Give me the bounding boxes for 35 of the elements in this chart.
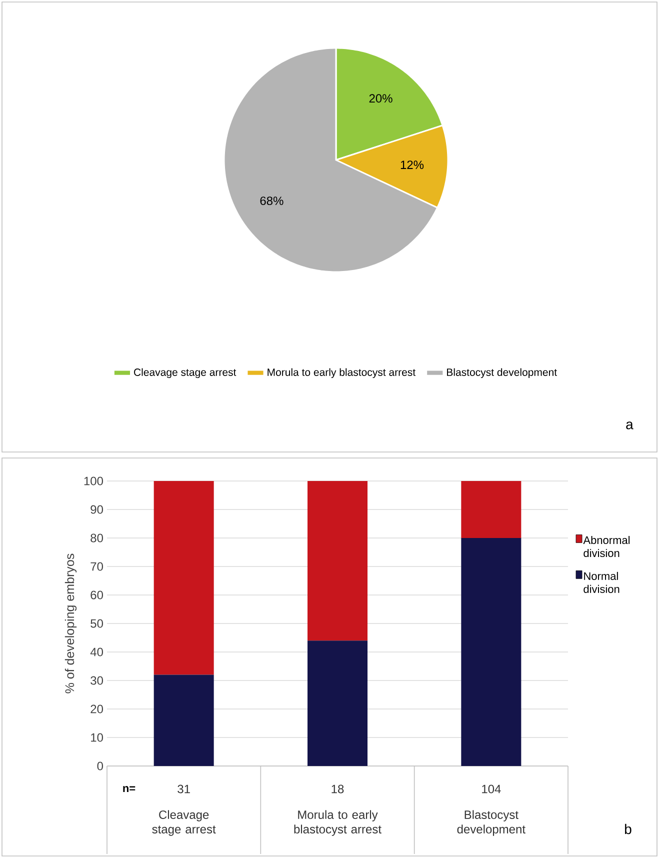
text: 104 xyxy=(482,784,501,794)
y-tick-label: 30 xyxy=(90,676,103,685)
legend-label: Cleavage stage arrest xyxy=(134,368,236,378)
y-tick-label: 100 xyxy=(84,476,103,486)
text: 18 xyxy=(332,784,344,794)
y-tick-label: 80 xyxy=(90,534,103,542)
text: 31 xyxy=(178,784,190,794)
bar xyxy=(308,481,368,641)
text: n= xyxy=(123,786,136,792)
y-axis-title: % of developing embryos xyxy=(64,554,77,694)
bar xyxy=(461,481,522,538)
legend-label: Normal division xyxy=(584,572,620,593)
bar xyxy=(308,640,368,766)
y-tick-label: 70 xyxy=(90,562,103,571)
text: b xyxy=(625,824,632,834)
legend-label: Blastocyst development xyxy=(447,368,557,378)
y-tick-label: 40 xyxy=(90,648,103,656)
x-tick-label: Cleavage stage arrest xyxy=(152,810,216,836)
bar xyxy=(154,481,214,675)
x-tick-label: Blastocyst development xyxy=(457,810,526,836)
y-tick-label: 10 xyxy=(91,733,103,742)
y-tick-label: 60 xyxy=(90,590,103,600)
legend-label: Morula to early blastocyst arrest xyxy=(268,368,416,378)
y-tick-label: 20 xyxy=(90,704,103,714)
data-label: 20% xyxy=(369,94,392,103)
text: a xyxy=(626,422,634,430)
y-tick-label: 50 xyxy=(90,619,103,628)
bar xyxy=(461,538,522,766)
x-tick-label: Morula to early blastocyst arrest xyxy=(294,810,382,836)
data-label: 12% xyxy=(400,160,424,169)
legend-label: Abnormal division xyxy=(583,536,630,558)
y-tick-label: 0 xyxy=(97,762,104,770)
data-label: 68% xyxy=(260,196,284,206)
y-tick-label: 90 xyxy=(90,505,103,514)
bar xyxy=(154,674,214,766)
